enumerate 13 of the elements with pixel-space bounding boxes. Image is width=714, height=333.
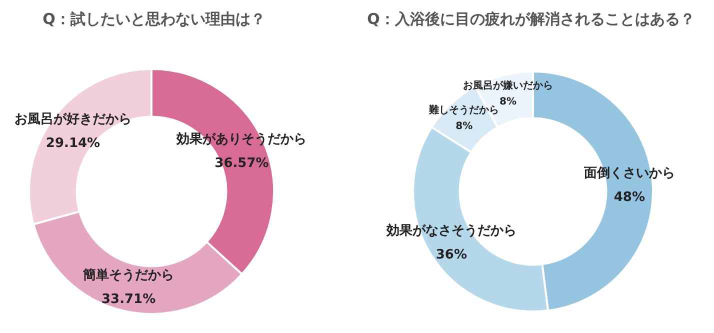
data-label: 36% xyxy=(436,248,467,263)
data-label: 48% xyxy=(614,190,645,205)
data-label: 8% xyxy=(499,96,516,108)
data-label: 29.14% xyxy=(46,136,100,152)
data-label: 8% xyxy=(456,120,473,132)
slice-label: お風呂が好きだから xyxy=(14,112,132,128)
chart-title: Q：入浴後に目の疲れが解消されることはある？ xyxy=(367,10,695,28)
slice-label: 難しそうだから xyxy=(428,104,500,116)
slice-label: 面倒くさいから xyxy=(582,166,675,181)
chart-title: Q：試したいと思わない理由は？ xyxy=(42,10,266,28)
slice-label: 効果がなさそうだから xyxy=(385,222,516,239)
slice-label: 簡単そうだから xyxy=(82,268,174,283)
data-label: 33.71% xyxy=(101,292,156,307)
